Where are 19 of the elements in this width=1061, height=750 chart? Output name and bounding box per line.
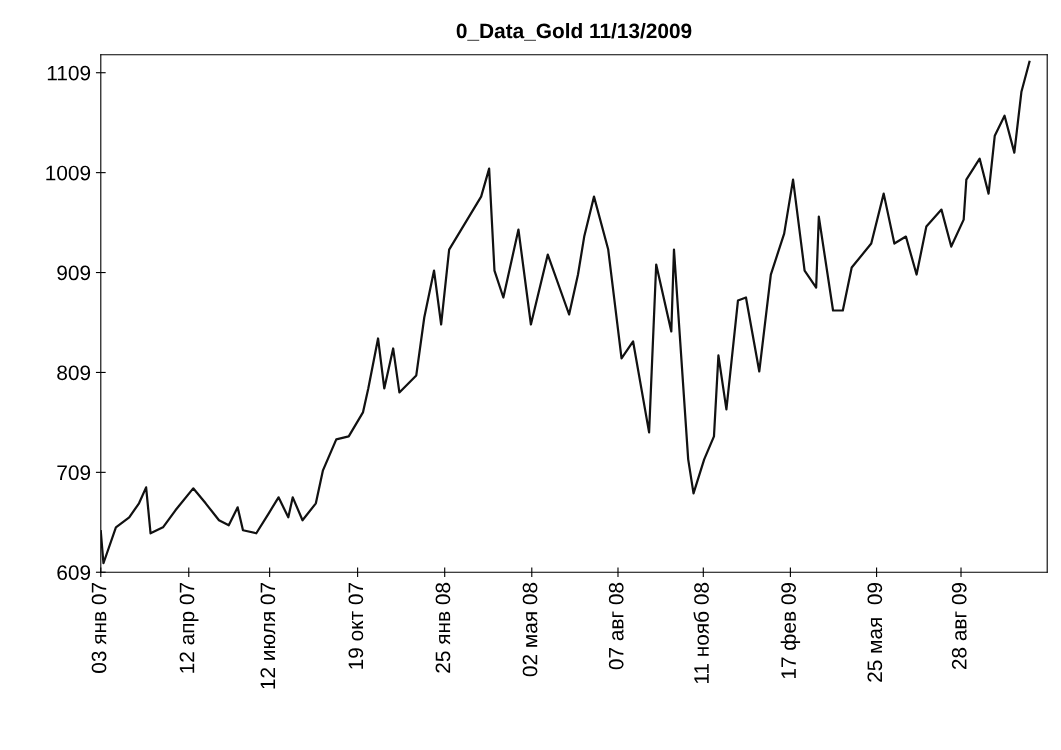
- x-tick-label: 02 мая 08: [522, 582, 538, 677]
- x-tick-label: 25 янв 08: [435, 582, 451, 673]
- line-series: [100, 60, 1031, 565]
- x-tick-label: 25 мая 09: [867, 582, 883, 682]
- y-tick-label: 1009: [46, 165, 91, 181]
- x-tick-label: 12 июля 07: [260, 583, 276, 689]
- x-tick-label: 28 авг 09: [951, 582, 967, 670]
- x-tick-label: 19 окт 07: [348, 583, 364, 669]
- x-tick-label: 12 апр 07: [179, 583, 199, 673]
- x-tick-label: 03 янв 07: [91, 583, 107, 673]
- y-tick-label: 809: [57, 365, 91, 381]
- x-tick-label: 07 авг 08: [608, 582, 624, 670]
- chart-title: 0_Data_Gold 11/13/2009: [456, 22, 692, 41]
- x-tick-label: 17 фев 09: [780, 582, 801, 679]
- y-tick-label: 909: [57, 265, 91, 281]
- y-tick-label: 1109: [47, 65, 91, 81]
- y-tick-label: 609: [57, 565, 91, 580]
- y-tick-label: 709: [57, 465, 91, 481]
- x-tick-label: 11 нояб 08: [693, 582, 709, 684]
